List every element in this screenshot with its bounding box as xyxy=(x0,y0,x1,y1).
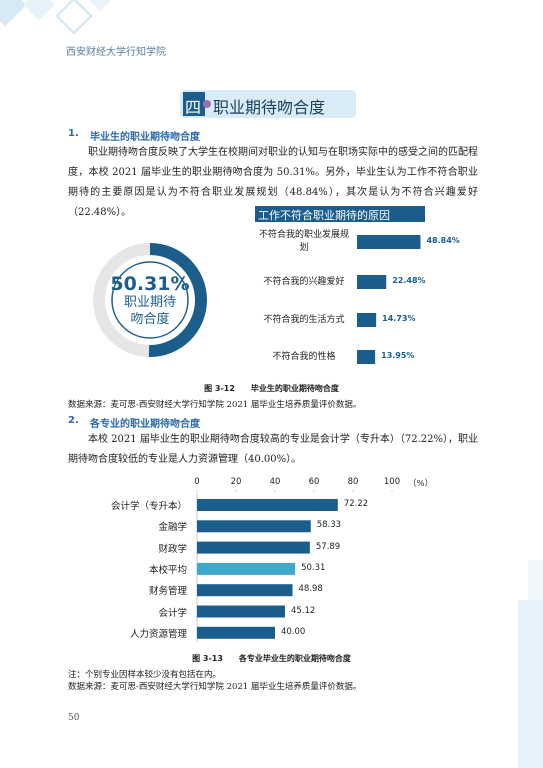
category-label: 不符合我的兴趣爱好 xyxy=(263,277,345,287)
subsection-number: 2. xyxy=(68,415,79,426)
figure-note: 注：个别专业因样本较少没有包括在内。 xyxy=(68,670,222,680)
value-label: 40.00 xyxy=(281,626,306,637)
x-tick-label: 80 xyxy=(347,477,359,487)
bar xyxy=(197,499,338,511)
chart-title-bg xyxy=(255,206,425,222)
bar xyxy=(357,235,421,249)
bar xyxy=(197,626,275,639)
paragraph: 本校 2021 届毕业生的职业期待吻合度较高的专业是会计学（专升本）（72.22… xyxy=(68,434,478,465)
chart-title: 工作不符合职业期待的原因 xyxy=(258,209,390,222)
category-label: 不符合我的生活方式 xyxy=(263,315,345,325)
x-axis-label: （%） xyxy=(408,479,434,489)
header-school: 西安财经大学行知学院 xyxy=(66,47,166,58)
category-label: 会计学 xyxy=(158,607,187,619)
category-label: 不符合我的性格 xyxy=(272,352,336,362)
section-title: 职业期待吻合度 xyxy=(213,98,326,117)
category-label: 本校平均 xyxy=(148,564,187,576)
bar xyxy=(357,350,376,364)
section-number-box xyxy=(183,92,205,116)
value-label: 48.98 xyxy=(298,584,323,595)
x-tick-label: 60 xyxy=(308,477,320,487)
figure-source: 数据来源：麦可思-西安财经大学行知学院 2021 届毕业生培养质量评价数据。 xyxy=(68,682,362,692)
subsection-title: 毕业生的职业期待吻合度 xyxy=(90,132,200,143)
bar xyxy=(197,584,293,597)
x-tick-label: 40 xyxy=(269,477,281,487)
category-label: 财务管理 xyxy=(148,586,187,598)
value-label: 57.89 xyxy=(315,541,341,552)
value-label: 50.31 xyxy=(301,562,326,573)
paragraph: 职业期待吻合度反映了大学生在校期间对职业的认知与在职场实际中的感受之间的匹配程度… xyxy=(68,147,478,218)
x-tick-label: 20 xyxy=(230,477,242,487)
subsection-number: 1. xyxy=(68,128,79,139)
value-label: 48.84% xyxy=(426,236,460,245)
value-label: 13.95% xyxy=(381,351,415,360)
value-label: 14.73% xyxy=(382,314,416,323)
bar xyxy=(197,520,311,533)
x-tick-label: 100 xyxy=(383,477,401,487)
x-tick-label: 0 xyxy=(194,477,200,487)
category-label: 不符合我的职业发展规划 xyxy=(258,230,349,253)
value-label: 45.12 xyxy=(290,605,316,616)
figure-source: 数据来源：麦可思-西安财经大学行知学院 2021 届毕业生培养质量评价数据。 xyxy=(68,400,362,410)
category-label: 财政学 xyxy=(158,543,187,555)
category-label: 人力资源管理 xyxy=(129,628,187,640)
donut-value-label: 50.31% xyxy=(110,273,190,295)
bar xyxy=(357,275,387,289)
section-number: 四 xyxy=(185,98,202,117)
donut-inner-ring xyxy=(111,261,189,339)
category-label: 会计学（专升本） xyxy=(110,501,187,512)
donut-label: 职业期待吻合度 xyxy=(123,295,176,327)
figure-caption: 图 3-13 各专业毕业生的职业期待吻合度 xyxy=(192,654,351,663)
section-dot xyxy=(203,100,211,108)
section-title-bg xyxy=(180,90,356,118)
bar xyxy=(197,541,310,554)
page-number: 50 xyxy=(68,713,80,723)
category-label: 金融学 xyxy=(158,522,187,534)
bar xyxy=(197,562,296,575)
donut-arc xyxy=(148,243,208,357)
value-label: 72.22 xyxy=(343,499,369,509)
figure-caption: 图 3-12 毕业生的职业期待吻合度 xyxy=(204,384,339,393)
bar xyxy=(197,605,285,618)
subsection-title: 各专业的职业期待吻合度 xyxy=(90,419,200,430)
bar xyxy=(357,313,377,327)
value-label: 58.33 xyxy=(316,520,342,531)
value-label: 22.48% xyxy=(392,276,426,285)
